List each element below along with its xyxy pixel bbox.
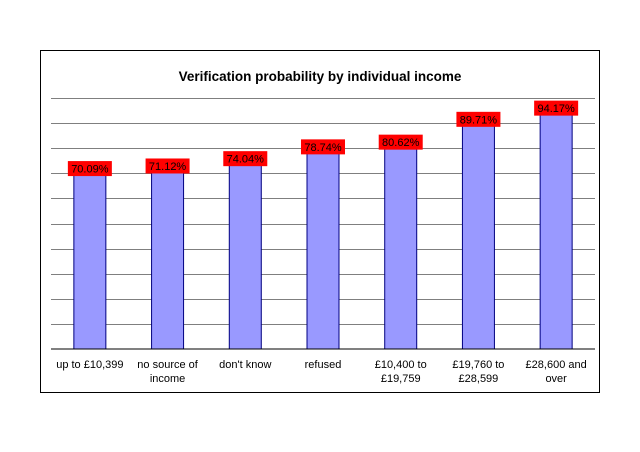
x-tick-label: £10,400 to £19,759 bbox=[375, 359, 427, 385]
data-label: 71.12% bbox=[149, 161, 187, 173]
data-label: 94.17% bbox=[537, 103, 575, 115]
data-label-bg bbox=[456, 111, 501, 127]
x-tick-label: refused bbox=[305, 359, 342, 371]
x-tick-label-line: over bbox=[545, 373, 567, 385]
x-tick-label-line: £19,759 bbox=[381, 373, 421, 385]
data-label-bg bbox=[223, 151, 268, 167]
x-tick-label-line: up to £10,399 bbox=[56, 359, 123, 371]
x-tick-label: £19,760 to £28,599 bbox=[452, 359, 504, 385]
bar bbox=[73, 172, 107, 350]
bar bbox=[539, 112, 573, 350]
bar bbox=[306, 150, 340, 350]
x-tick-label-line: £28,599 bbox=[459, 373, 499, 385]
x-tick-label-line: no source of bbox=[137, 359, 198, 371]
x-tick-label-line: £19,760 to bbox=[452, 359, 504, 371]
bar bbox=[228, 162, 262, 350]
bar bbox=[384, 146, 418, 350]
x-tick-label-line: £10,400 to bbox=[375, 359, 427, 371]
data-label: 80.62% bbox=[382, 137, 420, 149]
x-tick-label: don't know bbox=[219, 359, 271, 371]
data-label-bg bbox=[301, 139, 345, 155]
x-tick-label: up to £10,399 bbox=[56, 359, 123, 371]
x-tick-label: no source of income bbox=[137, 359, 198, 385]
chart-frame: Verification probability by individual i… bbox=[40, 50, 600, 393]
x-tick-label-line: refused bbox=[305, 359, 342, 371]
x-tick-label-line: don't know bbox=[219, 359, 271, 371]
data-label-bg bbox=[67, 161, 112, 177]
data-label-bg bbox=[534, 100, 579, 116]
bar bbox=[151, 169, 185, 350]
chart-title: Verification probability by individual i… bbox=[179, 69, 462, 84]
data-label: 74.04% bbox=[227, 154, 265, 166]
x-tick-label: £28,600 and over bbox=[526, 359, 587, 385]
x-tick-label-line: income bbox=[150, 373, 185, 385]
data-label: 70.09% bbox=[71, 164, 109, 176]
bar-chart: Verification probability by individual i… bbox=[51, 69, 595, 385]
x-axis-tick-labels: up to £10,399 no source of income don't kno… bbox=[56, 359, 587, 385]
data-labels: 70.09% 71.12% 74.04% 78.74% 80.62% 89.71% 94.1… bbox=[67, 100, 579, 177]
data-label: 89.71% bbox=[460, 114, 498, 126]
x-tick-label-line: £28,600 and bbox=[526, 359, 587, 371]
data-label: 78.74% bbox=[304, 142, 342, 154]
data-label-bg bbox=[145, 158, 190, 174]
data-label-bg bbox=[378, 134, 423, 150]
bar bbox=[461, 123, 495, 350]
